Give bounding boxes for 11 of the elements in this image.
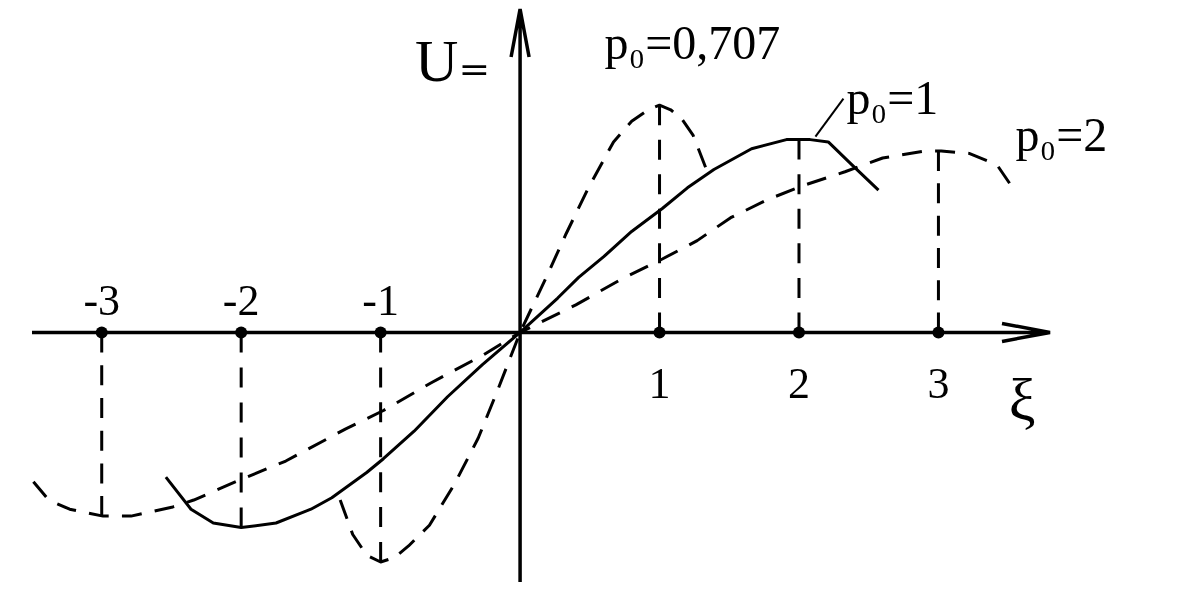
x2-tick-label: -3: [83, 276, 121, 326]
x2-tick-label: -2: [222, 276, 260, 326]
x2-tick-label: -1: [362, 276, 399, 326]
legend-label: p₀=1: [846, 70, 939, 124]
x-tick-label: 2: [787, 359, 810, 409]
series-label: p₀=2: [1015, 108, 1108, 162]
x-tick-label: 1: [648, 359, 671, 409]
x-tick-label: 3: [927, 359, 950, 409]
y-axis-title: U₌: [415, 28, 491, 94]
x-axis-title: ξ: [1008, 367, 1036, 434]
series-label: p₀=0,707: [604, 16, 781, 70]
